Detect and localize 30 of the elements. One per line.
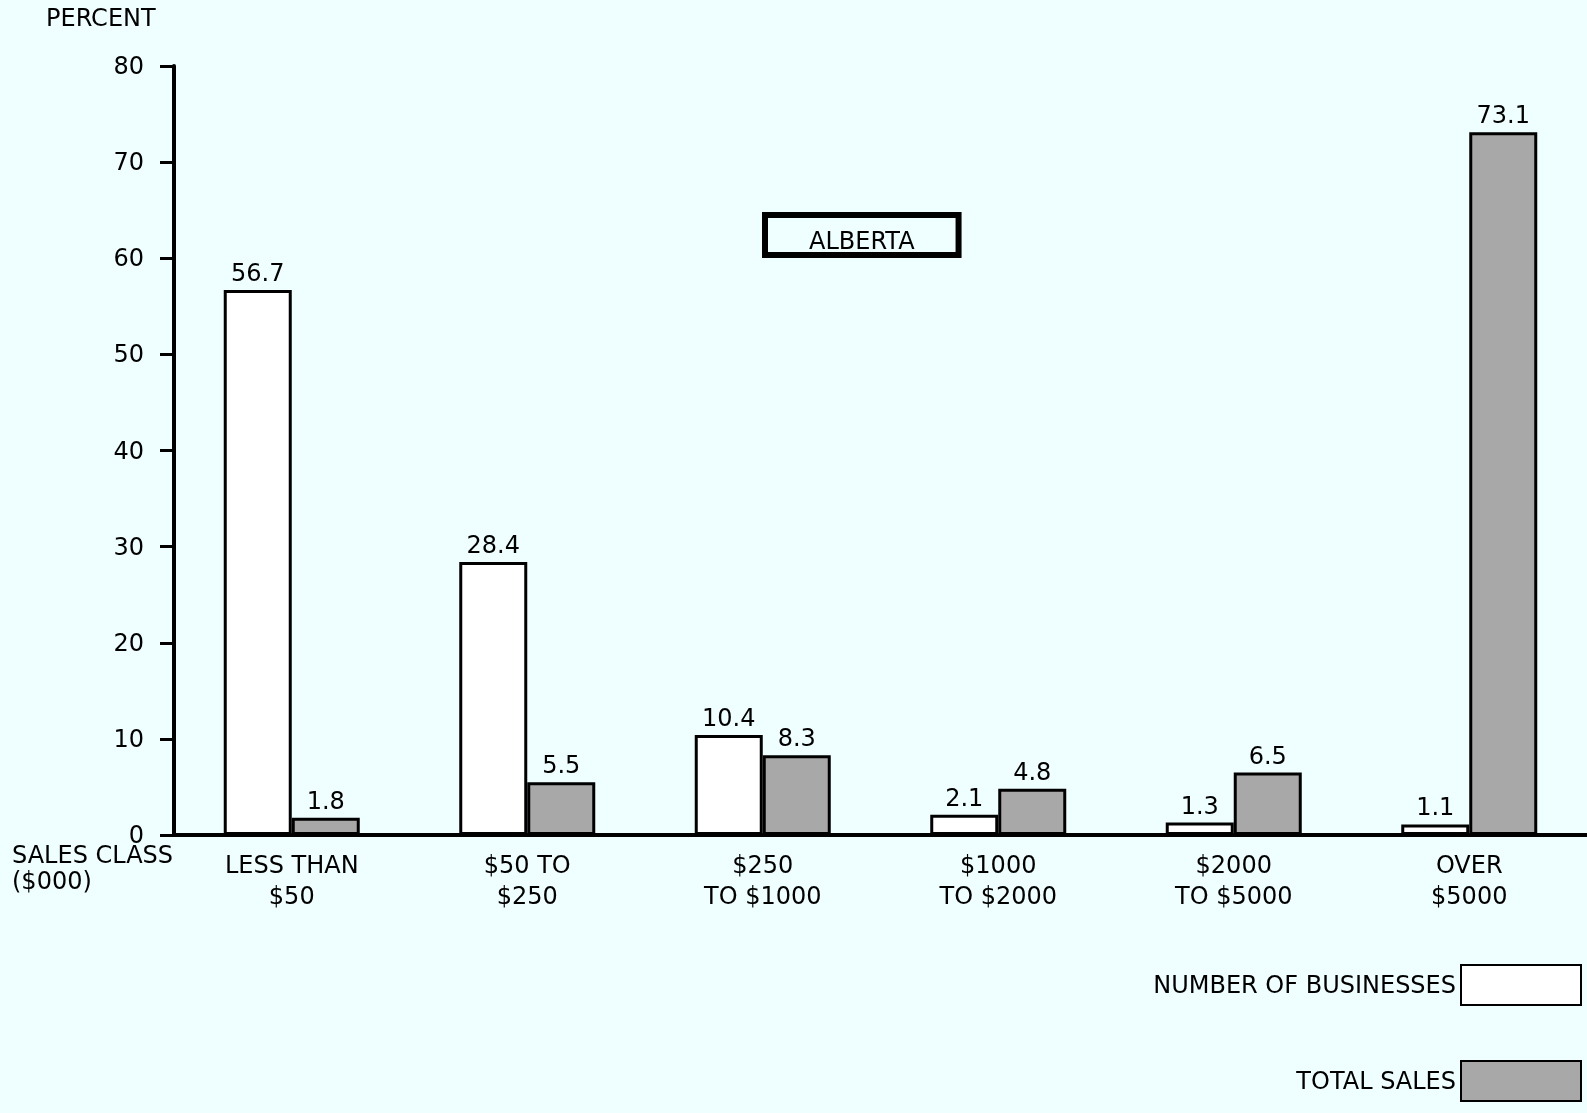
data-label: 5.5 (542, 751, 581, 780)
data-label: 73.1 (1476, 101, 1530, 130)
data-label: 8.3 (777, 724, 816, 753)
x-tick-label: LESS THAN $50 (224, 850, 359, 910)
legend-label: TOTAL SALES (1295, 1067, 1456, 1095)
x-tick-label: $2000 TO $5000 (1173, 850, 1293, 910)
x-tick-label: $1000 TO $2000 (938, 850, 1058, 910)
data-label: 1.8 (306, 786, 345, 815)
y-tick-label: 50 (113, 340, 144, 369)
y-tick-label: 10 (113, 724, 144, 753)
y-tick-label: 30 (113, 532, 144, 561)
data-label: 10.4 (702, 704, 756, 733)
x-tick-label: $250 TO $1000 (702, 850, 822, 910)
data-label: 28.4 (466, 531, 520, 560)
data-label: 4.8 (1013, 757, 1052, 786)
y-tick-label: 40 (113, 436, 144, 465)
legend-label: NUMBER OF BUSINESSES (1153, 971, 1456, 999)
x-tick-label: $50 TO $250 (483, 850, 571, 910)
data-label: 2.1 (945, 783, 984, 812)
y-tick-label: 70 (113, 148, 144, 177)
y-axis-title: PERCENT (46, 4, 156, 32)
y-tick-label: 20 (113, 628, 144, 657)
data-label: 6.5 (1248, 741, 1287, 770)
data-label: 1.1 (1416, 793, 1455, 822)
y-tick-label: 80 (113, 52, 144, 80)
x-tick-label: OVER $5000 (1431, 850, 1508, 910)
data-label: 56.7 (231, 258, 285, 287)
y-tick-label: 60 (113, 244, 144, 273)
data-label: 1.3 (1180, 791, 1219, 820)
annotation: ALBERTA (809, 227, 916, 255)
